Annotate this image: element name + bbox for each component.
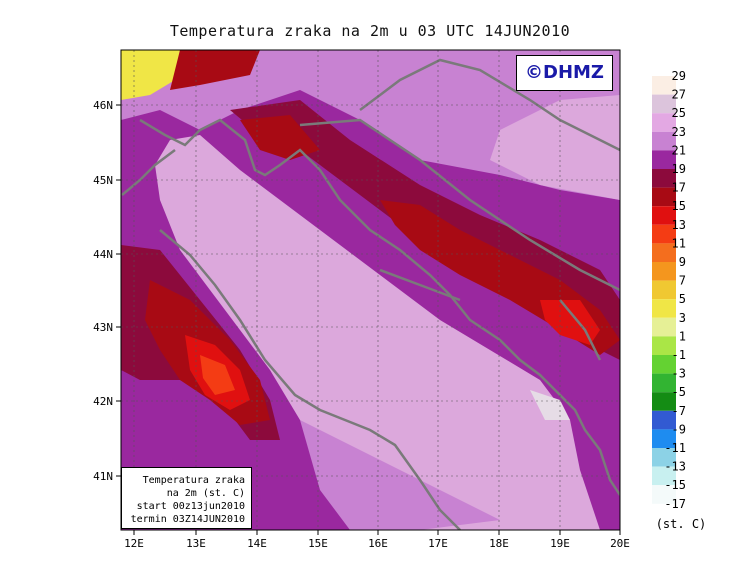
legend-swatch bbox=[652, 448, 676, 467]
legend-tick-label: 27 bbox=[672, 88, 686, 102]
legend-swatch bbox=[652, 280, 676, 300]
legend-tick-label: 1 bbox=[679, 329, 686, 343]
legend-tick-label: 3 bbox=[679, 311, 686, 325]
lat-tick-label: 44N bbox=[93, 248, 113, 261]
legend-tick-label: 17 bbox=[672, 181, 686, 195]
legend-swatch bbox=[652, 169, 676, 188]
legend-tick-label: 7 bbox=[679, 274, 686, 288]
legend-swatch bbox=[652, 76, 676, 95]
legend-tick-label: 13 bbox=[672, 218, 686, 232]
legend-swatch bbox=[652, 485, 676, 504]
legend-tick-label: -13 bbox=[664, 460, 686, 474]
legend-tick-label: 5 bbox=[679, 292, 686, 306]
legend-swatch bbox=[652, 187, 676, 207]
legend-swatch bbox=[652, 150, 676, 169]
legend-swatch bbox=[652, 410, 676, 430]
lon-tick-label: 15E bbox=[308, 537, 328, 550]
legend-tick-label: 29 bbox=[672, 69, 686, 83]
dhmz-copyright: ©DHMZ bbox=[516, 55, 613, 91]
legend-tick-label: 9 bbox=[679, 255, 686, 269]
lon-tick-label: 16E bbox=[368, 537, 388, 550]
lon-tick-label: 17E bbox=[428, 537, 448, 550]
info-line: Temperatura zraka bbox=[142, 475, 245, 486]
info-line: na 2m (st. C) bbox=[166, 488, 245, 499]
legend-tick-label: -9 bbox=[672, 422, 686, 436]
lon-tick-label: 12E bbox=[124, 537, 144, 550]
lat-tick-label: 43N bbox=[93, 321, 113, 334]
info-line: start 00z13jun2010 bbox=[136, 501, 245, 512]
legend-swatch bbox=[652, 355, 676, 374]
info-box: Temperatura zraka na 2m (st. C) start 00… bbox=[121, 467, 252, 529]
legend-tick-label: 21 bbox=[672, 143, 686, 157]
lat-tick-label: 41N bbox=[93, 470, 113, 483]
legend-swatch bbox=[652, 113, 676, 132]
map-title: Temperatura zraka na 2m u 03 UTC 14JUN20… bbox=[169, 22, 571, 40]
legend-tick-label: -1 bbox=[672, 348, 686, 362]
info-line: termin 03Z14JUN2010 bbox=[130, 514, 245, 525]
lon-tick-label: 19E bbox=[550, 537, 570, 550]
legend-swatch bbox=[652, 299, 676, 318]
legend-unit: (st. C) bbox=[656, 517, 707, 531]
legend-tick-label: 19 bbox=[672, 162, 686, 176]
legend-swatch bbox=[652, 429, 676, 448]
legend-swatch bbox=[652, 466, 676, 486]
legend-swatch bbox=[652, 336, 676, 355]
lat-tick-label: 46N bbox=[93, 99, 113, 112]
legend-tick-label: 23 bbox=[672, 125, 686, 139]
legend-swatch bbox=[652, 392, 676, 411]
lat-tick-label: 42N bbox=[93, 395, 113, 408]
legend-tick-label: -3 bbox=[672, 367, 686, 381]
legend-tick-label: 25 bbox=[672, 106, 686, 120]
lon-tick-label: 18E bbox=[489, 537, 509, 550]
legend-tick-label: 11 bbox=[672, 236, 686, 250]
lon-tick-label: 14E bbox=[247, 537, 267, 550]
lat-tick-label: 45N bbox=[93, 174, 113, 187]
legend-swatch bbox=[652, 206, 676, 225]
legend-swatch bbox=[652, 131, 676, 151]
legend-swatch bbox=[652, 243, 676, 262]
legend-tick-label: -11 bbox=[664, 441, 686, 455]
lon-tick-label: 13E bbox=[186, 537, 206, 550]
legend-swatch bbox=[652, 373, 676, 393]
legend-tick-label: -5 bbox=[672, 385, 686, 399]
plot-frame bbox=[120, 49, 621, 531]
legend-swatch bbox=[652, 94, 676, 114]
legend-swatch bbox=[652, 224, 676, 244]
legend-swatch bbox=[652, 317, 676, 337]
legend-tick-label: -15 bbox=[664, 478, 686, 492]
legend-tick-label: -7 bbox=[672, 404, 686, 418]
legend-tick-label: -17 bbox=[664, 497, 686, 511]
legend-swatch bbox=[652, 262, 676, 281]
color-legend bbox=[652, 76, 676, 504]
legend-tick-label: 15 bbox=[672, 199, 686, 213]
lon-tick-label: 20E bbox=[610, 537, 630, 550]
temperature-field bbox=[121, 50, 620, 530]
